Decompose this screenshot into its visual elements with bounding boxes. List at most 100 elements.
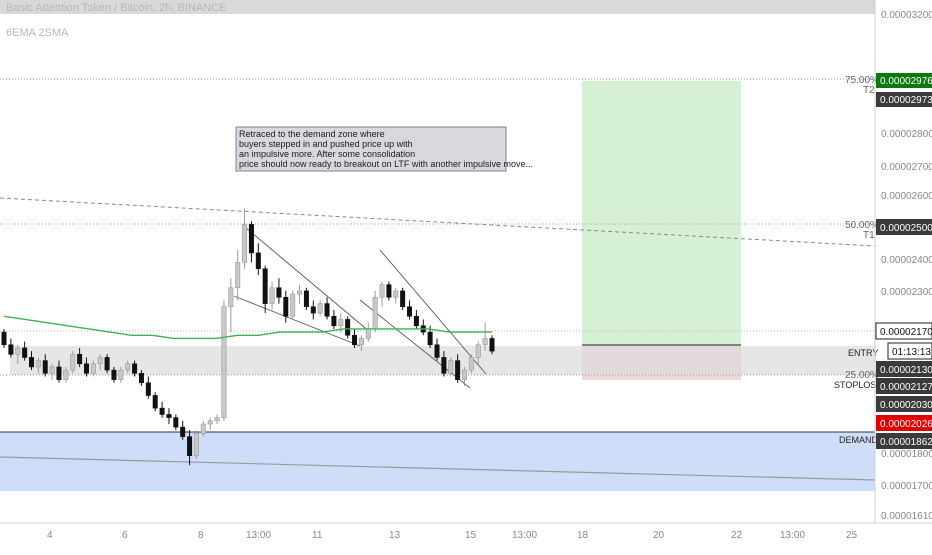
- annotation-line-3: an impulsive more. After some consolidat…: [239, 149, 415, 159]
- tag-stop-red: 0.00002026: [880, 419, 932, 430]
- fib-75-sub: T2: [863, 85, 875, 96]
- price-tick: 0.00002400: [881, 255, 932, 266]
- candle-body: [159, 407, 165, 415]
- candle-body: [427, 331, 433, 346]
- tag-bg-entry: [876, 361, 932, 377]
- candle-body: [214, 417, 220, 422]
- candle-body: [42, 360, 48, 374]
- candle-body: [269, 287, 275, 304]
- entry-label: ENTRY: [848, 348, 878, 358]
- candle-body: [413, 315, 419, 327]
- price-tick: 0.00001800: [881, 449, 932, 460]
- tag-target2: 0.00002976: [880, 76, 932, 87]
- candle-body: [475, 344, 481, 358]
- candle-body: [393, 290, 399, 298]
- candle-body: [221, 306, 227, 418]
- candle-body: [407, 306, 413, 317]
- candle-body: [489, 338, 495, 352]
- candle-body: [1, 331, 7, 346]
- price-tick: 0.00002600: [881, 191, 932, 202]
- channel-1-bottom: [233, 295, 361, 347]
- symbol-title: Basic Attention Token / Bitcoin, 2h, BIN…: [6, 2, 227, 14]
- channel-1-top: [245, 227, 371, 333]
- candle-body: [28, 357, 34, 368]
- time-tick: 8: [198, 530, 204, 541]
- tag-t2-level: 0.00002973: [880, 95, 932, 106]
- candle-body: [468, 357, 474, 371]
- tag-stop: 0.00002030: [880, 400, 932, 411]
- candle-body: [310, 306, 316, 314]
- lower-trendline: [0, 456, 876, 481]
- price-tick: 0.00002700: [881, 162, 932, 173]
- candle-body: [352, 334, 358, 346]
- tag-bg-target2: [876, 73, 932, 88]
- time-tick: 13:00: [246, 530, 271, 541]
- candle-body: [242, 224, 248, 263]
- indicator-legend: 6EMA 2SMA: [6, 27, 69, 39]
- candle-body: [132, 363, 138, 374]
- fib-75-label: 75.00%: [845, 75, 879, 86]
- annotation-line-4: price should now ready to breakout on LT…: [239, 159, 533, 169]
- time-tick: 18: [577, 530, 589, 541]
- candle-body: [8, 344, 14, 355]
- ema-line: [3, 315, 492, 340]
- candle-body: [331, 315, 337, 327]
- candle-body: [118, 369, 124, 380]
- target-zone: [582, 81, 741, 345]
- annotation-line-1: Retraced to the demand zone where: [239, 129, 385, 139]
- candle-body: [482, 338, 488, 346]
- tag-bg-t2-level: [876, 92, 932, 107]
- tag-current: 0.00002170: [880, 327, 932, 338]
- price-tick: 0.00002800: [881, 129, 932, 140]
- candle-body: [462, 369, 468, 380]
- candle-body: [138, 372, 144, 384]
- time-tick: 4: [47, 530, 53, 541]
- price-axis: 0.00003200 0.00002800 0.00002700 0.00002…: [881, 10, 932, 522]
- tag-stop-level: 0.00002127: [880, 382, 932, 393]
- tag-bg-t1: [876, 219, 932, 235]
- candle-body: [145, 382, 151, 396]
- price-tick: 0.00002300: [881, 287, 932, 298]
- annotation-box: [235, 126, 507, 172]
- candle-body: [290, 293, 296, 317]
- candle-body: [180, 426, 186, 437]
- stoploss-label: STOPLOSS: [834, 380, 882, 390]
- candle-body: [358, 338, 364, 346]
- candle-body: [303, 290, 309, 308]
- candle-body: [372, 296, 378, 330]
- demand-label: DEMAND: [839, 435, 879, 445]
- candle-body: [77, 353, 83, 365]
- candle-body: [193, 433, 199, 456]
- tag-entry: 0.00002130: [880, 365, 932, 376]
- candle-body: [166, 414, 172, 418]
- candle-body: [104, 357, 110, 371]
- candles: [1, 208, 495, 466]
- candle-body: [365, 328, 371, 339]
- time-tick: 15: [465, 530, 477, 541]
- tag-bg-stop-red: [876, 415, 932, 431]
- candle-body: [49, 366, 55, 374]
- price-tick: 0.00001610: [881, 511, 932, 522]
- tag-t1: 0.00002500: [880, 223, 932, 234]
- price-tags: 0.00002976 0.00002973 0.00002500 0.00002…: [875, 73, 932, 449]
- candle-body: [35, 360, 41, 368]
- time-tick: 13: [389, 530, 401, 541]
- candle-body: [297, 290, 303, 295]
- candle-body: [83, 363, 89, 374]
- candle-body: [317, 303, 323, 314]
- candle-body: [386, 284, 392, 298]
- candle-body: [187, 436, 193, 456]
- price-tick: 0.00001700: [881, 481, 932, 492]
- top-band: [0, 0, 875, 14]
- candle-body: [345, 319, 351, 336]
- candle-body: [248, 224, 254, 254]
- time-axis: 4 6 8 13:00 11 13 15 13:00 18 20 22 13:0…: [47, 530, 858, 541]
- tag-bg-demand: [876, 433, 932, 449]
- candle-body: [455, 360, 461, 380]
- candle-body: [276, 287, 282, 298]
- tag-bg-stop: [876, 396, 932, 412]
- time-tick: 13:00: [512, 530, 537, 541]
- candle-body: [56, 366, 62, 380]
- candle-body: [441, 357, 447, 374]
